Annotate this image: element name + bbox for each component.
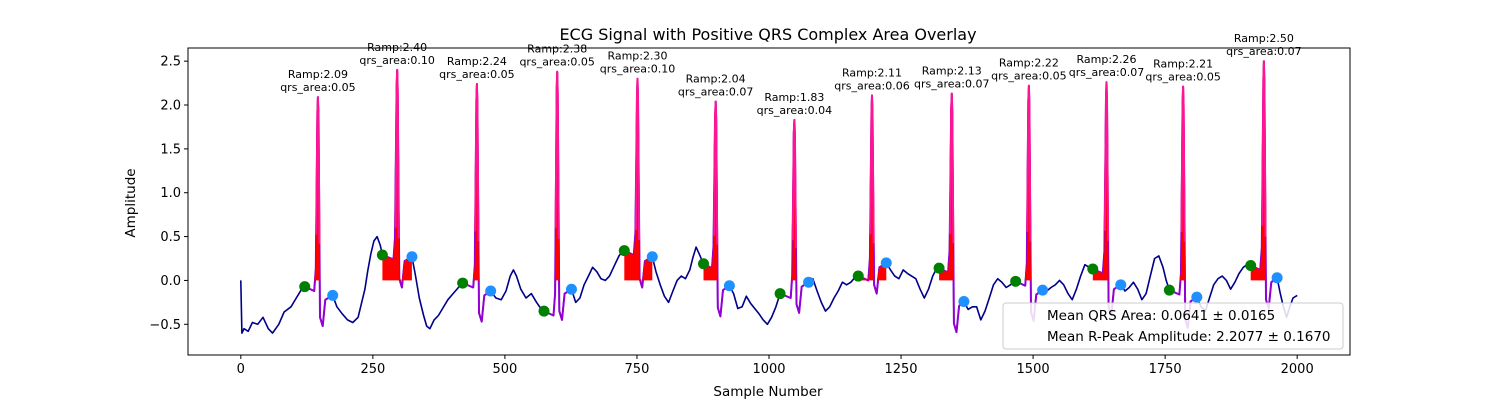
x-tick-label-1250: 1250 <box>884 362 917 377</box>
r-peak-line-4 <box>554 70 560 239</box>
qrs-area-fill-7 <box>780 119 809 281</box>
qrs-area-fill-13 <box>1250 61 1278 281</box>
r-peak-line-2 <box>394 68 400 239</box>
s-point-marker-13 <box>1271 272 1283 284</box>
x-tick-label-500: 500 <box>492 362 517 377</box>
q-point-marker-9 <box>933 262 945 274</box>
s-point-marker-8 <box>880 257 892 269</box>
s-point-marker-2 <box>406 251 418 263</box>
plot-content <box>240 60 1298 334</box>
annotation-qrs-area-8: qrs_area:0.06 <box>834 79 909 92</box>
y-axis-label: Amplitude <box>123 168 139 237</box>
annotation-ramp-13: Ramp:2.50 <box>1234 32 1294 45</box>
annotation-qrs-area-10: qrs_area:0.05 <box>991 70 1066 83</box>
legend-entry-qrs-area: Mean QRS Area: 0.0641 ± 0.0165 <box>1047 308 1275 324</box>
annotation-ramp-9: Ramp:2.13 <box>922 65 982 78</box>
annotation-qrs-area-2: qrs_area:0.10 <box>359 54 434 67</box>
q-point-marker-12 <box>1163 284 1175 296</box>
r-peak-line-8 <box>869 94 875 244</box>
annotation-ramp-6: Ramp:2.04 <box>686 73 746 86</box>
y-tick-label-4: 1.5 <box>160 142 181 157</box>
s-point-marker-9 <box>958 295 970 307</box>
annotation-ramp-5: Ramp:2.30 <box>607 50 667 63</box>
annotation-ramp-8: Ramp:2.11 <box>842 66 902 79</box>
s-point-marker-7 <box>803 276 815 288</box>
x-tick-label-1750: 1750 <box>1149 362 1182 377</box>
r-peak-line-10 <box>1026 84 1032 242</box>
r-peak-line-5 <box>634 77 641 241</box>
legend-frame <box>1002 302 1344 350</box>
s-point-marker-5 <box>646 251 658 263</box>
r-peak-line-1 <box>315 96 321 244</box>
x-tick-label-750: 750 <box>625 362 650 377</box>
axes: 0 250 500 750 1000 1250 1500 1750 2000 −0.5 0.0 0.5… <box>149 47 1351 377</box>
x-tick-label-250: 250 <box>360 362 385 377</box>
annotation-qrs-area-4: qrs_area:0.05 <box>519 56 594 69</box>
q-point-marker-4 <box>538 305 550 317</box>
annotation-qrs-area-9: qrs_area:0.07 <box>914 78 989 91</box>
annotation-qrs-area-12: qrs_area:0.05 <box>1145 71 1220 84</box>
annotation-ramp-3: Ramp:2.24 <box>447 55 507 68</box>
annotation-ramp-7: Ramp:1.83 <box>764 91 824 104</box>
legend-entry-r-peak: Mean R-Peak Amplitude: 2.2077 ± 0.1670 <box>1047 329 1331 345</box>
y-tick-label-0: −0.5 <box>149 318 181 333</box>
x-tick-label-0: 0 <box>237 362 245 377</box>
annotation-ramp-12: Ramp:2.21 <box>1153 58 1213 71</box>
q-point-marker-8 <box>852 270 864 282</box>
s-point-marker-11 <box>1115 279 1127 291</box>
annotation-ramp-10: Ramp:2.22 <box>999 57 1059 70</box>
s-point-marker-1 <box>327 289 339 301</box>
annotation-qrs-area-6: qrs_area:0.07 <box>678 86 753 99</box>
annotation-qrs-area-1: qrs_area:0.05 <box>280 81 355 94</box>
x-axis-label: Sample Number <box>713 384 823 400</box>
q-point-marker-11 <box>1087 263 1099 275</box>
annotation-qrs-area-3: qrs_area:0.05 <box>439 68 514 81</box>
q-point-marker-3 <box>457 277 469 289</box>
q-point-marker-2 <box>376 249 388 261</box>
chart-title: ECG Signal with Positive QRS Complex Are… <box>559 25 976 44</box>
y-tick-label-5: 2.0 <box>160 99 181 114</box>
s-point-marker-3 <box>485 285 497 297</box>
q-point-marker-1 <box>299 281 311 293</box>
annotation-ramp-2: Ramp:2.40 <box>367 41 427 54</box>
y-tick-label-6: 2.5 <box>160 55 181 70</box>
x-tick-label-1000: 1000 <box>752 362 785 377</box>
annotation-qrs-area-13: qrs_area:0.07 <box>1226 45 1301 58</box>
annotation-ramp-1: Ramp:2.09 <box>288 68 348 81</box>
qrs-area-fill-12 <box>1169 86 1197 281</box>
y-tick-label-2: 0.5 <box>160 230 181 245</box>
q-point-marker-5 <box>618 245 630 257</box>
plot-area: Ramp:2.09qrs_area:0.05Ramp:2.40qrs_area:… <box>240 32 1302 334</box>
r-peak-line-6 <box>713 100 719 245</box>
legend: Mean QRS Area: 0.0641 ± 0.0165 Mean R-Pe… <box>1002 302 1344 350</box>
r-peak-line-11 <box>1103 81 1110 241</box>
r-peak-line-13 <box>1261 60 1267 237</box>
s-point-marker-10 <box>1037 284 1049 296</box>
x-tick-label-2000: 2000 <box>1281 362 1314 377</box>
annotation-qrs-area-5: qrs_area:0.10 <box>600 63 675 76</box>
r-peak-line-9 <box>949 92 955 244</box>
annotation-qrs-area-7: qrs_area:0.04 <box>757 104 832 117</box>
qrs-area-fill-2 <box>382 69 412 281</box>
y-tick-label-3: 1.0 <box>160 186 181 201</box>
q-point-marker-6 <box>698 258 710 270</box>
q-point-marker-10 <box>1010 275 1022 287</box>
r-peak-line-3 <box>474 83 480 242</box>
y-tick-label-1: 0.0 <box>160 274 181 289</box>
annotation-qrs-area-11: qrs_area:0.07 <box>1069 66 1144 79</box>
s-point-marker-6 <box>723 280 735 292</box>
s-point-marker-12 <box>1191 291 1203 303</box>
r-peak-line-12 <box>1180 85 1186 242</box>
x-tick-label-1500: 1500 <box>1017 362 1050 377</box>
q-point-marker-7 <box>774 288 786 300</box>
q-point-marker-13 <box>1245 260 1257 272</box>
annotation-ramp-11: Ramp:2.26 <box>1076 53 1136 66</box>
annotation-ramp-4: Ramp:2.38 <box>527 43 587 56</box>
r-peak-line-7 <box>791 118 797 249</box>
s-point-marker-4 <box>565 283 577 295</box>
